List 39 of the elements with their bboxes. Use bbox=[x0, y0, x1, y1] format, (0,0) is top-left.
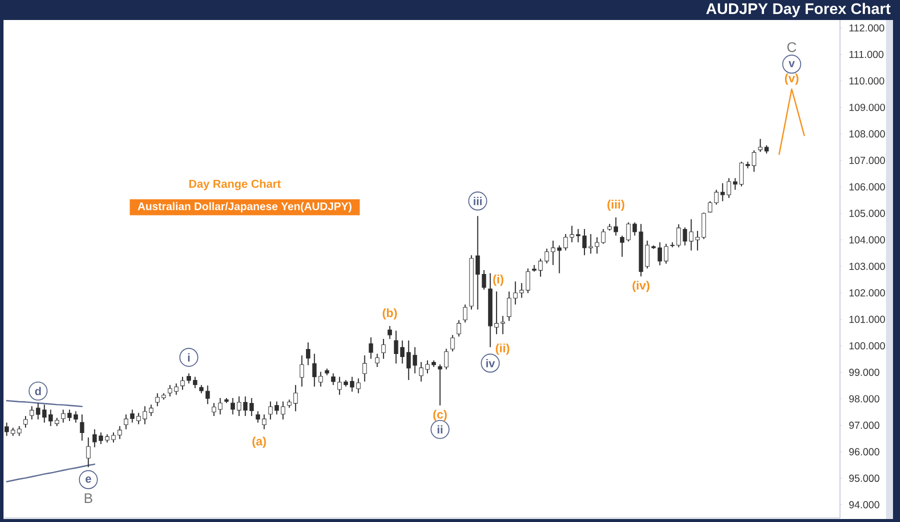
annotation: (b) bbox=[382, 308, 397, 320]
y-tick-label: 109.000 bbox=[849, 104, 885, 112]
annotation: iv bbox=[486, 359, 495, 368]
annotation: (c) bbox=[433, 410, 447, 422]
y-tick-label: 103.000 bbox=[849, 262, 885, 270]
y-tick-label: 111.000 bbox=[849, 50, 884, 58]
y-tick-label: 94.000 bbox=[849, 501, 880, 508]
annotation: v bbox=[788, 61, 795, 68]
y-tick-label: 104.000 bbox=[849, 236, 885, 244]
chart-title: AUDJPY Day Forex Chart bbox=[706, 2, 891, 18]
y-tick-label: 102.000 bbox=[849, 289, 885, 296]
y-tick-label: 95.000 bbox=[849, 474, 880, 482]
y-tick-label: 112.000 bbox=[849, 24, 884, 32]
y-tick-label: 100.000 bbox=[849, 342, 885, 350]
y-tick-label: 105.000 bbox=[849, 210, 885, 217]
y-tick-label: 108.000 bbox=[849, 130, 885, 138]
y-tick-label: 98.000 bbox=[849, 395, 880, 402]
annotation: iii bbox=[474, 196, 482, 206]
y-tick-label: 101.000 bbox=[849, 316, 885, 323]
y-tick-label: 96.000 bbox=[849, 448, 880, 456]
annotation: (i) bbox=[493, 274, 504, 286]
annotation: d bbox=[35, 386, 41, 396]
annotation: (v) bbox=[784, 74, 798, 85]
annotation: B bbox=[84, 493, 92, 503]
annotation: C bbox=[787, 42, 796, 52]
annotation: (iv) bbox=[632, 280, 650, 292]
y-tick-label: 99.000 bbox=[849, 368, 880, 376]
text: Day Range Chart bbox=[189, 179, 281, 190]
annotation: ii bbox=[438, 425, 442, 434]
y-tick-label: 107.000 bbox=[849, 156, 885, 164]
annotation: i bbox=[188, 353, 190, 362]
y-tick-label: 110.000 bbox=[849, 77, 884, 85]
annotation: (ii) bbox=[496, 344, 510, 355]
annotation: (a) bbox=[252, 436, 266, 448]
annotation: e bbox=[86, 476, 92, 483]
annotation: Australian Dollar/Japanese Yen(AUDJPY) bbox=[138, 202, 352, 212]
y-tick-label: 97.000 bbox=[849, 422, 880, 429]
y-tick-label: 106.000 bbox=[849, 183, 885, 190]
annotation: (iii) bbox=[607, 200, 624, 211]
